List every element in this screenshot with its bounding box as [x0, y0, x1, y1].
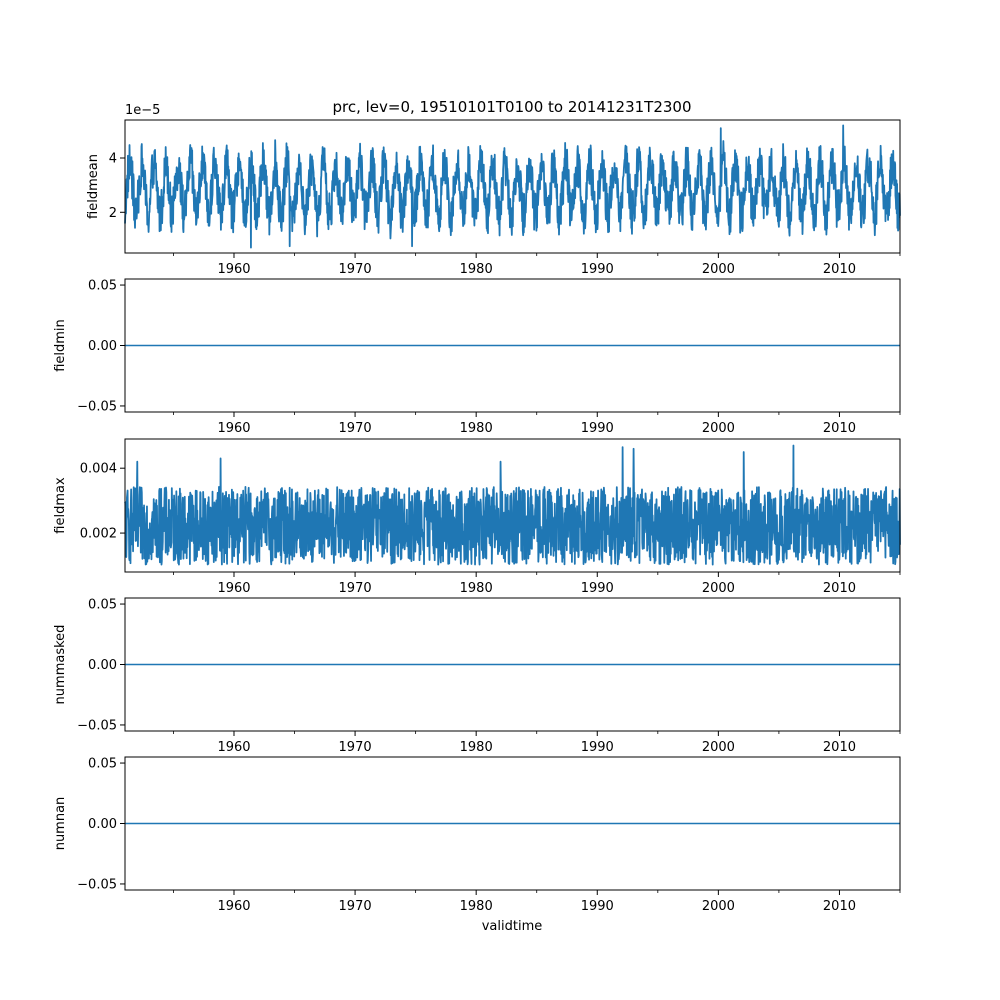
fieldmax-series-line — [124, 444, 901, 566]
nummasked-y-tick-label: 0.05 — [88, 598, 117, 613]
fieldmean-y-tick-label: 2 — [109, 206, 117, 221]
numnan-x-tick-label: 2000 — [702, 899, 735, 914]
numnan-y-tick-label: −0.05 — [77, 877, 117, 892]
fieldmean-offset-text: 1e−5 — [125, 103, 160, 118]
fieldmin-x-tick-label: 1990 — [581, 421, 614, 436]
fieldmax-x-tick-label: 2010 — [823, 581, 856, 596]
nummasked-y-tick-label: −0.05 — [77, 718, 117, 733]
fieldmin-x-tick-label: 1970 — [339, 421, 372, 436]
nummasked-x-tick-label: 1970 — [339, 740, 372, 755]
fieldmax-x-tick-label: 1960 — [217, 581, 250, 596]
numnan-x-tick-label: 1970 — [339, 899, 372, 914]
x-axis-label: validtime — [482, 919, 543, 934]
numnan-y-tick-label: 0.05 — [88, 757, 117, 772]
subplot-fieldmean: 1960 1970 1980 1990 2000 2010 2 4 fieldmean 1e−5 — [86, 103, 901, 277]
fieldmax-axes-frame — [124, 438, 901, 573]
fieldmean-x-tick-label: 2010 — [823, 262, 856, 277]
nummasked-y-tick-label: 0.00 — [88, 658, 117, 673]
fieldmean-axes-frame — [124, 119, 901, 254]
subplot-fieldmax: 1960 1970 1980 1990 2000 2010 0.002 0.004 fieldm… — [53, 438, 901, 596]
nummasked-x-tick-label: 1960 — [217, 740, 250, 755]
fieldmin-x-tick-label: 1980 — [460, 421, 493, 436]
fieldmean-series-line — [124, 124, 901, 249]
numnan-x-tick-label: 1960 — [217, 899, 250, 914]
fieldmax-x-tick-label: 1990 — [581, 581, 614, 596]
numnan-x-tick-label: 1980 — [460, 899, 493, 914]
fieldmax-x-tick-label: 1980 — [460, 581, 493, 596]
nummasked-x-tick-label: 2000 — [702, 740, 735, 755]
fieldmax-x-tick-label: 2000 — [702, 581, 735, 596]
fieldmean-x-tick-label: 1980 — [460, 262, 493, 277]
nummasked-y-axis-label: nummasked — [53, 625, 68, 705]
numnan-y-axis-label: numnan — [53, 797, 68, 851]
subplot-fieldmin: 1960 1970 1980 1990 2000 2010 −0.05 0.00 0.05 fie… — [53, 278, 901, 436]
subplot-nummasked: 1960 1970 1980 1990 2000 2010 −0.05 0.00 0.05 num… — [53, 597, 901, 755]
numnan-x-tick-label: 2010 — [823, 899, 856, 914]
fieldmean-x-tick-label: 1970 — [339, 262, 372, 277]
chart-title: prc, lev=0, 19510101T0100 to 20141231T23… — [332, 98, 691, 116]
fieldmin-x-tick-label: 2000 — [702, 421, 735, 436]
nummasked-x-tick-label: 1980 — [460, 740, 493, 755]
fieldmax-y-tick-label: 0.004 — [80, 462, 117, 477]
fieldmax-y-axis-label: fieldmax — [53, 477, 68, 534]
fieldmax-y-tick-label: 0.002 — [80, 527, 117, 542]
subplot-stack: 1960 1970 1980 1990 2000 201024fieldmean1e−51… — [53, 103, 901, 914]
subplot-numnan: 1960 1970 1980 1990 2000 2010 −0.05 0.00 0.05 num… — [53, 756, 901, 914]
fieldmin-y-axis-label: fieldmin — [53, 319, 68, 372]
fieldmean-x-tick-label: 1990 — [581, 262, 614, 277]
fieldmean-y-tick-label: 4 — [109, 152, 117, 167]
fieldmean-y-axis-label: fieldmean — [86, 154, 101, 219]
fieldmean-x-tick-label: 2000 — [702, 262, 735, 277]
nummasked-x-tick-label: 2010 — [823, 740, 856, 755]
numnan-x-tick-label: 1990 — [581, 899, 614, 914]
fieldmin-x-tick-label: 1960 — [217, 421, 250, 436]
numnan-y-tick-label: 0.00 — [88, 817, 117, 832]
fieldmin-y-tick-label: −0.05 — [77, 399, 117, 414]
fieldmin-x-tick-label: 2010 — [823, 421, 856, 436]
fieldmin-y-tick-label: 0.05 — [88, 279, 117, 294]
fieldmean-x-tick-label: 1960 — [217, 262, 250, 277]
nummasked-x-tick-label: 1990 — [581, 740, 614, 755]
fieldmax-x-tick-label: 1970 — [339, 581, 372, 596]
fieldmin-y-tick-label: 0.00 — [88, 339, 117, 354]
